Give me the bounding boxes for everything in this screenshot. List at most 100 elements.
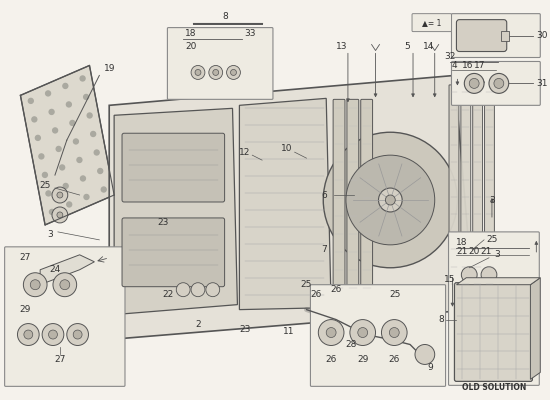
Text: 21: 21 [480, 247, 492, 256]
Text: 23: 23 [240, 325, 251, 334]
Text: 8: 8 [439, 315, 444, 324]
Circle shape [80, 176, 85, 181]
Circle shape [195, 70, 201, 76]
Circle shape [57, 212, 63, 218]
Circle shape [84, 94, 89, 100]
FancyBboxPatch shape [452, 14, 540, 58]
Circle shape [461, 267, 477, 283]
FancyBboxPatch shape [449, 85, 459, 305]
Text: 7: 7 [321, 245, 327, 254]
FancyBboxPatch shape [310, 285, 446, 386]
Text: 15: 15 [444, 275, 455, 284]
Circle shape [469, 78, 479, 88]
Circle shape [323, 132, 458, 268]
Circle shape [46, 191, 51, 196]
Circle shape [67, 324, 89, 346]
Circle shape [29, 98, 34, 103]
Circle shape [73, 330, 82, 339]
FancyBboxPatch shape [461, 85, 471, 305]
Text: 18: 18 [455, 238, 467, 247]
Text: 23: 23 [158, 218, 169, 228]
FancyBboxPatch shape [167, 28, 273, 99]
Text: 29: 29 [20, 305, 31, 314]
Text: 21: 21 [456, 247, 468, 256]
Polygon shape [456, 278, 540, 285]
Circle shape [77, 158, 82, 162]
Circle shape [30, 280, 40, 290]
Circle shape [489, 74, 509, 93]
Text: 8: 8 [223, 12, 228, 21]
FancyBboxPatch shape [361, 99, 372, 306]
Circle shape [67, 102, 72, 107]
Circle shape [101, 187, 106, 192]
Circle shape [84, 194, 89, 200]
Polygon shape [20, 66, 114, 225]
Text: 3: 3 [494, 250, 500, 259]
Circle shape [464, 74, 484, 93]
Text: 26: 26 [326, 355, 337, 364]
Circle shape [60, 280, 70, 290]
Text: 26: 26 [389, 355, 400, 364]
Text: 3: 3 [489, 196, 495, 204]
Circle shape [56, 146, 61, 152]
Circle shape [63, 84, 68, 88]
Text: 11: 11 [283, 327, 294, 336]
Text: 26: 26 [311, 290, 322, 299]
FancyBboxPatch shape [454, 283, 532, 381]
Circle shape [42, 324, 64, 346]
Circle shape [94, 150, 99, 155]
Text: 25: 25 [301, 280, 312, 289]
FancyBboxPatch shape [412, 14, 452, 32]
FancyBboxPatch shape [122, 218, 224, 287]
Circle shape [318, 320, 344, 346]
Circle shape [49, 110, 54, 114]
Circle shape [35, 136, 40, 140]
Circle shape [481, 267, 497, 283]
Circle shape [213, 70, 219, 76]
Text: 16: 16 [461, 61, 473, 70]
Text: 27: 27 [20, 253, 31, 262]
Circle shape [46, 91, 51, 96]
Circle shape [42, 172, 47, 178]
Circle shape [80, 76, 85, 81]
Text: 6: 6 [321, 190, 327, 200]
Text: 12: 12 [239, 148, 250, 157]
Circle shape [60, 165, 65, 170]
Text: 25: 25 [389, 290, 401, 299]
Circle shape [177, 283, 190, 297]
Text: 30: 30 [536, 31, 548, 40]
Circle shape [191, 66, 205, 80]
Circle shape [91, 132, 96, 136]
Circle shape [191, 283, 205, 297]
Circle shape [74, 139, 79, 144]
Circle shape [415, 344, 434, 364]
Text: 20: 20 [469, 247, 480, 256]
Circle shape [52, 187, 68, 203]
Circle shape [53, 128, 58, 133]
FancyBboxPatch shape [452, 62, 540, 105]
Text: 13: 13 [336, 42, 348, 51]
FancyBboxPatch shape [122, 133, 224, 202]
Text: 17: 17 [474, 61, 486, 70]
Circle shape [358, 328, 367, 338]
Circle shape [230, 70, 236, 76]
Circle shape [350, 320, 376, 346]
Circle shape [87, 113, 92, 118]
Circle shape [494, 78, 504, 88]
Circle shape [53, 273, 76, 297]
FancyBboxPatch shape [485, 85, 494, 305]
Circle shape [227, 66, 240, 80]
FancyBboxPatch shape [472, 85, 482, 305]
Circle shape [378, 188, 402, 212]
Circle shape [386, 195, 395, 205]
Circle shape [52, 207, 68, 223]
Polygon shape [239, 98, 331, 310]
Text: OLD SOLUTION: OLD SOLUTION [461, 383, 526, 392]
FancyBboxPatch shape [4, 247, 125, 386]
Circle shape [24, 330, 33, 339]
Text: 27: 27 [54, 355, 65, 364]
Circle shape [32, 117, 37, 122]
Polygon shape [114, 108, 238, 315]
Text: 2: 2 [195, 320, 201, 329]
Text: 10: 10 [281, 144, 293, 153]
